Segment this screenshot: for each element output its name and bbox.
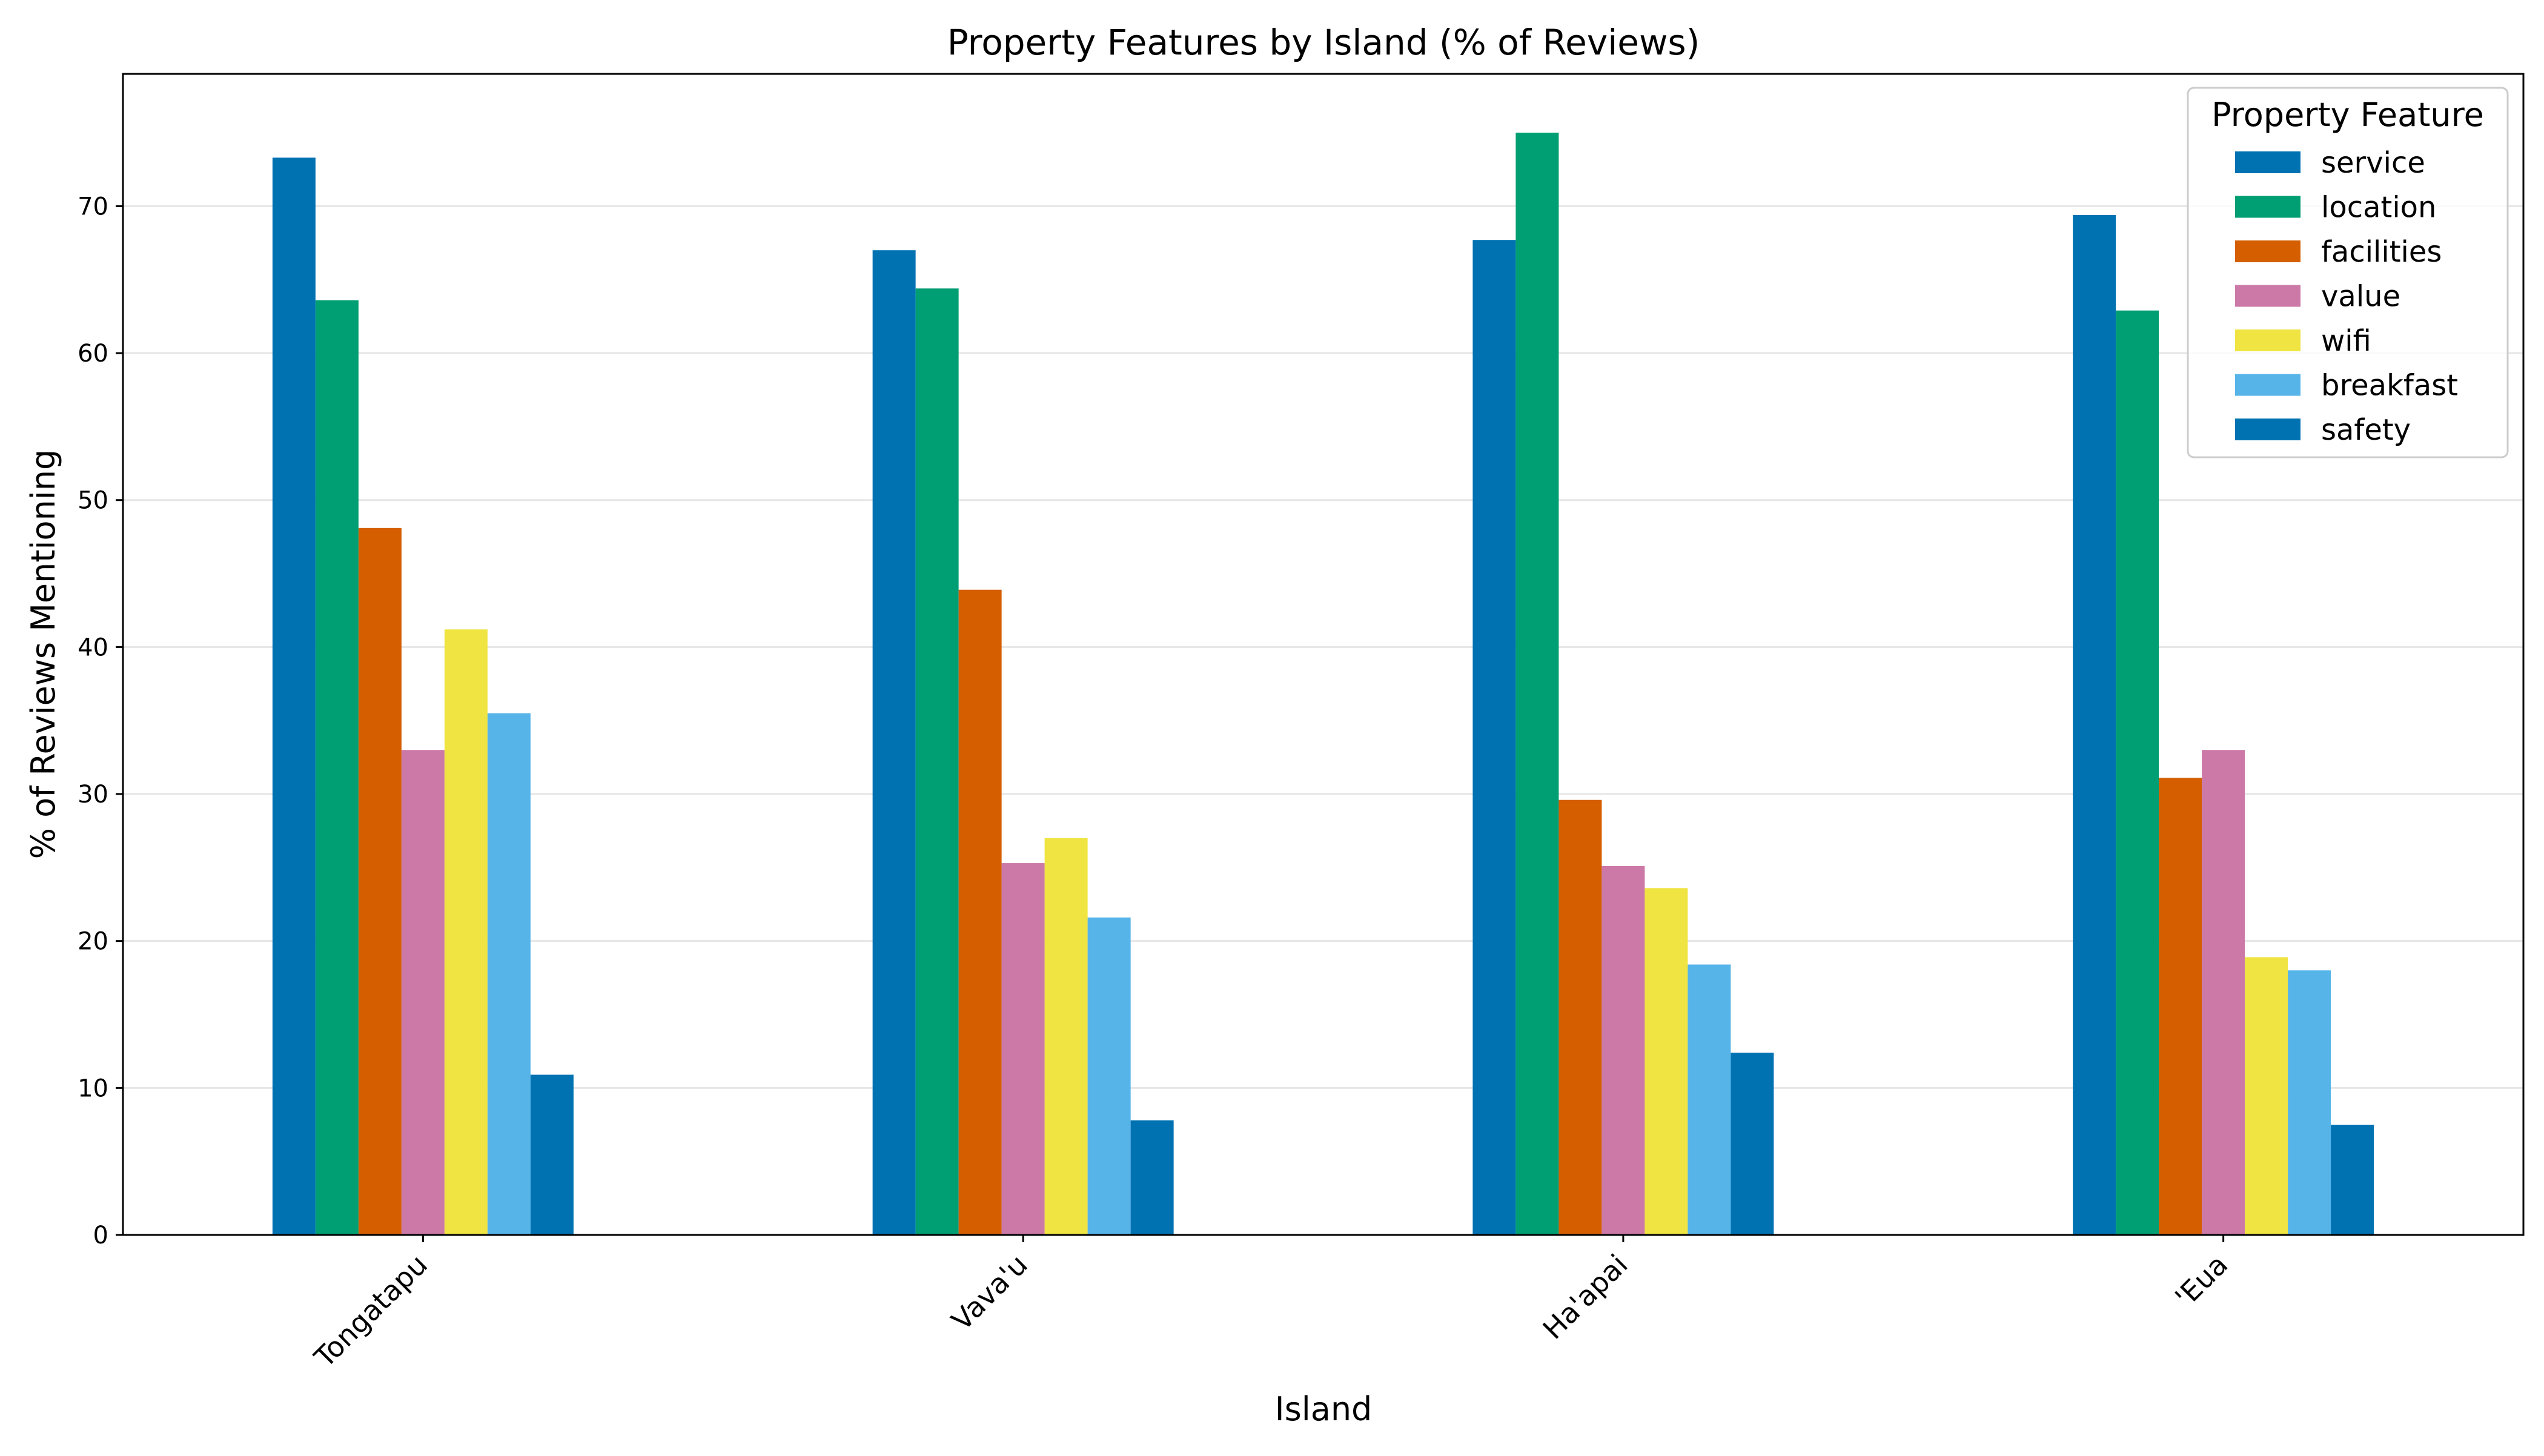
legend-label-safety: safety <box>2321 413 2411 447</box>
bar-wifi <box>1044 838 1088 1235</box>
bar-value <box>2202 750 2245 1235</box>
x-tick-label: Tongatapu <box>308 1248 434 1374</box>
legend-title: Property Feature <box>2211 96 2484 134</box>
y-axis: 0 10 20 30 40 50 60 70 <box>78 193 123 1249</box>
x-tick-label: Vava'u <box>945 1248 1034 1337</box>
y-tick-label: 0 <box>93 1222 108 1249</box>
legend: Property Feature service location faciliti… <box>2187 87 2509 458</box>
x-tick-label: Ha'apai <box>1537 1248 1634 1346</box>
bar-breakfast <box>487 713 531 1235</box>
bar-facilities <box>958 589 1002 1235</box>
legend-label-breakfast: breakfast <box>2321 369 2458 403</box>
bar-location <box>1515 133 1559 1236</box>
bar-breakfast <box>1688 964 1731 1235</box>
bar-wifi <box>2245 957 2288 1235</box>
y-tick-label: 20 <box>78 928 108 956</box>
legend-label-facilities: facilities <box>2321 235 2442 269</box>
bar-location <box>315 300 359 1236</box>
legend-label-service: service <box>2321 146 2425 180</box>
bar-location <box>2116 310 2159 1236</box>
legend-swatch-service <box>2235 151 2301 173</box>
bar-wifi <box>1645 888 1688 1235</box>
legend-box <box>2187 87 2509 458</box>
bar-breakfast <box>1087 917 1131 1235</box>
y-axis-label: % of Reviews Mentioning <box>24 449 62 859</box>
legend-swatch-safety <box>2235 419 2301 440</box>
legend-swatch-wifi <box>2235 329 2301 351</box>
bars-group <box>272 133 2374 1236</box>
y-tick-label: 10 <box>78 1074 108 1102</box>
bar-value <box>1001 863 1045 1235</box>
legend-swatch-location <box>2235 196 2301 218</box>
legend-items: service location facilities value wifi breakf… <box>2235 146 2458 447</box>
bar-service <box>1472 240 1516 1235</box>
y-tick-label: 60 <box>78 340 108 368</box>
bar-facilities <box>1559 799 1602 1235</box>
bar-wifi <box>444 629 488 1235</box>
bar-service <box>2073 214 2116 1235</box>
y-tick-label: 70 <box>78 193 108 220</box>
legend-swatch-breakfast <box>2235 374 2301 396</box>
x-axis-label: Island <box>1275 1390 1373 1428</box>
bar-safety <box>2331 1125 2374 1235</box>
bar-safety <box>530 1074 574 1235</box>
legend-label-wifi: wifi <box>2321 324 2371 358</box>
bar-facilities <box>2159 778 2202 1235</box>
bar-facilities <box>358 528 402 1235</box>
bar-value <box>1602 865 1645 1235</box>
bar-safety <box>1130 1120 1174 1235</box>
legend-label-value: value <box>2321 280 2400 314</box>
legend-swatch-value <box>2235 285 2301 307</box>
y-tick-label: 50 <box>78 487 108 515</box>
legend-label-location: location <box>2321 191 2436 225</box>
legend-swatch-facilities <box>2235 240 2301 262</box>
x-axis: Tongatapu Vava'u Ha'apai 'Eua <box>308 1235 2234 1374</box>
bar-value <box>401 750 445 1235</box>
y-tick-label: 30 <box>78 781 108 809</box>
x-tick-label: 'Eua <box>2168 1248 2234 1314</box>
plot-frame <box>122 73 2525 1236</box>
bar-location <box>915 288 959 1235</box>
bar-breakfast <box>2288 970 2331 1235</box>
bar-safety <box>1731 1053 1774 1235</box>
y-tick-label: 40 <box>78 634 108 661</box>
bar-service <box>872 250 916 1235</box>
chart-title: Property Features by Island (% of Review… <box>947 22 1700 63</box>
bar-service <box>272 157 316 1235</box>
